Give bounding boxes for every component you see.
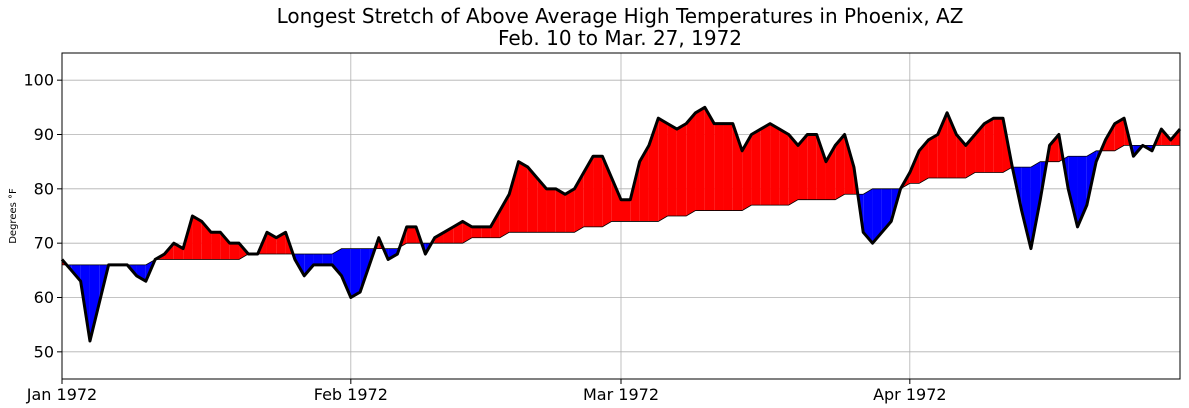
below-average-fill bbox=[341, 248, 351, 298]
above-average-fill bbox=[760, 123, 771, 206]
above-average-fill bbox=[611, 177, 621, 222]
above-average-fill bbox=[723, 123, 733, 211]
temperature-line-layer bbox=[60, 105, 1182, 343]
above-average-fill bbox=[192, 216, 202, 260]
above-average-fill bbox=[676, 123, 687, 216]
above-average-fill bbox=[583, 156, 594, 227]
above-average-fill bbox=[835, 134, 845, 200]
above-average-fill bbox=[816, 134, 826, 200]
y-ticks: 50 60 70 80 90 100 bbox=[23, 71, 62, 361]
below-average-fill bbox=[1068, 156, 1078, 227]
above-average-fill bbox=[406, 226, 417, 244]
below-average-fill bbox=[1021, 167, 1031, 249]
y-axis-label: Degrees °F bbox=[8, 188, 19, 244]
y-tick-label: 80 bbox=[34, 179, 54, 198]
fill-areas bbox=[62, 107, 1180, 341]
above-average-fill bbox=[770, 123, 780, 206]
above-average-fill bbox=[229, 243, 240, 260]
above-average-fill bbox=[788, 134, 799, 206]
above-average-fill bbox=[555, 188, 566, 233]
y-tick-label: 70 bbox=[34, 234, 54, 253]
above-average-fill bbox=[593, 156, 603, 227]
above-average-fill bbox=[639, 145, 649, 222]
y-tick-label: 100 bbox=[23, 71, 54, 90]
above-average-fill bbox=[928, 134, 938, 178]
x-ticks: Jan 1972 Feb 1972 Mar 1972 Apr 1972 bbox=[26, 379, 947, 404]
below-average-fill bbox=[1030, 161, 1041, 249]
above-average-fill bbox=[211, 232, 221, 260]
below-average-fill bbox=[313, 254, 323, 265]
above-average-fill bbox=[518, 161, 528, 233]
x-tick-label: Feb 1972 bbox=[314, 385, 388, 404]
above-average-fill bbox=[546, 188, 556, 233]
above-average-fill bbox=[565, 188, 575, 233]
above-average-fill bbox=[1114, 118, 1125, 151]
below-average-fill bbox=[332, 248, 342, 276]
y-tick-label: 50 bbox=[34, 342, 54, 361]
chart-subtitle: Feb. 10 to Mar. 27, 1972 bbox=[498, 26, 742, 50]
x-tick-label: Mar 1972 bbox=[583, 385, 659, 404]
below-average-fill bbox=[304, 254, 314, 276]
above-average-fill bbox=[648, 118, 659, 222]
above-average-fill bbox=[621, 199, 631, 222]
y-tick-label: 90 bbox=[34, 125, 54, 144]
above-average-fill bbox=[499, 194, 510, 238]
above-average-fill bbox=[686, 112, 696, 216]
above-average-fill bbox=[667, 123, 677, 216]
above-average-fill bbox=[695, 107, 705, 211]
above-average-fill bbox=[844, 134, 854, 195]
above-average-fill bbox=[658, 118, 668, 222]
below-average-fill bbox=[322, 254, 333, 265]
x-tick-label: Jan 1972 bbox=[26, 385, 97, 404]
above-average-fill bbox=[965, 134, 976, 178]
below-average-fill bbox=[881, 188, 892, 233]
above-average-fill bbox=[751, 129, 761, 206]
above-average-fill bbox=[807, 134, 817, 200]
below-average-fill bbox=[872, 188, 882, 244]
above-average-fill bbox=[975, 123, 985, 173]
below-average-fill bbox=[350, 248, 361, 298]
above-average-fill bbox=[919, 139, 929, 184]
below-average-fill bbox=[89, 264, 100, 341]
above-average-fill bbox=[537, 177, 547, 233]
above-average-fill bbox=[1049, 134, 1059, 162]
above-average-fill bbox=[509, 161, 519, 233]
y-tick-label: 60 bbox=[34, 288, 54, 307]
above-average-fill bbox=[798, 134, 808, 200]
daily-high-line bbox=[60, 105, 1182, 343]
below-average-fill bbox=[863, 188, 873, 244]
above-average-fill bbox=[742, 134, 752, 211]
above-average-fill bbox=[984, 118, 994, 173]
above-average-fill bbox=[993, 118, 1003, 173]
above-average-fill bbox=[714, 123, 724, 211]
above-average-fill bbox=[527, 167, 538, 233]
above-average-fill bbox=[471, 226, 482, 238]
x-tick-label: Apr 1972 bbox=[873, 385, 946, 404]
above-average-fill bbox=[481, 226, 491, 238]
chart-title: Longest Stretch of Above Average High Te… bbox=[277, 4, 964, 28]
above-average-fill bbox=[704, 107, 715, 211]
above-average-fill bbox=[956, 134, 966, 178]
above-average-fill bbox=[220, 232, 230, 260]
grid bbox=[61, 53, 1180, 379]
above-average-fill bbox=[779, 129, 789, 206]
